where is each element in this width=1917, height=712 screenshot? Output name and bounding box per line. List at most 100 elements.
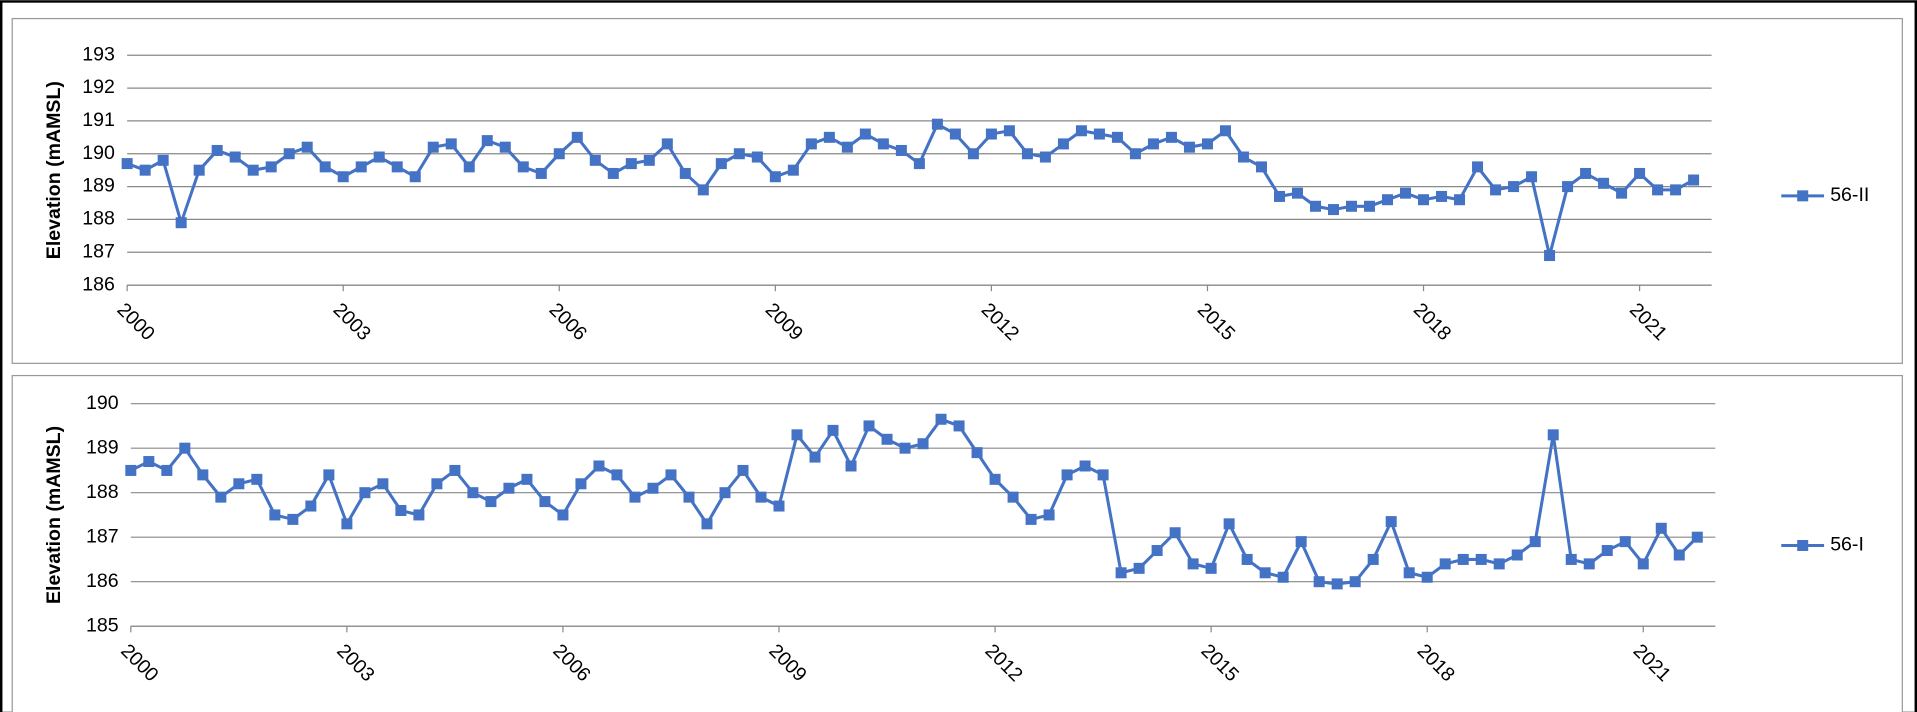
data-point [899, 442, 911, 454]
data-point [823, 131, 835, 143]
data-point [1436, 190, 1448, 202]
data-point [935, 413, 947, 425]
data-point [283, 148, 295, 160]
data-point [679, 167, 691, 179]
series-line [130, 417, 1699, 586]
data-point [697, 184, 709, 196]
data-point [1223, 518, 1235, 530]
y-tick-label: 190 [82, 142, 115, 164]
data-point [985, 128, 997, 140]
data-point [575, 478, 587, 490]
data-point [341, 518, 353, 530]
data-point [395, 504, 407, 516]
y-tick-label: 190 [86, 392, 119, 414]
data-point [1403, 567, 1415, 579]
data-point [1670, 184, 1682, 196]
data-point [1007, 491, 1019, 503]
data-point [1183, 141, 1195, 153]
data-point [1652, 184, 1664, 196]
data-point [1327, 204, 1339, 216]
data-point [301, 141, 313, 153]
y-tick-label: 186 [86, 570, 119, 592]
data-point [1565, 553, 1577, 565]
data-point [1655, 522, 1667, 534]
data-point [1400, 187, 1412, 199]
data-point [1367, 553, 1379, 565]
data-point [355, 161, 367, 173]
data-point [1601, 545, 1613, 557]
data-point [1418, 194, 1430, 206]
data-point [665, 469, 677, 481]
data-point [967, 148, 979, 160]
data-point [895, 144, 907, 156]
data-point [431, 478, 443, 490]
data-point [769, 171, 781, 183]
data-point [1598, 177, 1610, 189]
data-point [1187, 558, 1199, 570]
data-point [157, 154, 169, 166]
data-point [571, 131, 583, 143]
y-axis-label: Elevation (mAMSL) [43, 81, 65, 259]
data-point [589, 154, 601, 166]
data-point [481, 135, 493, 147]
data-point [377, 478, 389, 490]
data-point [827, 424, 839, 436]
data-point [719, 487, 731, 499]
data-point [1115, 567, 1127, 579]
data-point [881, 433, 893, 445]
data-point [1385, 516, 1397, 528]
data-point [913, 158, 925, 170]
y-tick-label: 188 [82, 208, 115, 230]
data-point [629, 491, 641, 503]
data-point [647, 482, 659, 494]
y-tick-label: 193 [82, 43, 115, 65]
data-point [643, 154, 655, 166]
data-point [683, 491, 695, 503]
data-point [1691, 531, 1703, 543]
data-point [1583, 558, 1595, 570]
data-point [661, 138, 673, 150]
data-point [175, 217, 187, 229]
data-point [557, 509, 569, 521]
data-point [233, 478, 245, 490]
data-point [143, 456, 155, 468]
data-point [125, 464, 137, 476]
data-point [305, 500, 317, 512]
data-point [1475, 553, 1487, 565]
data-point [449, 464, 461, 476]
data-point [1295, 536, 1307, 548]
data-point [1151, 545, 1163, 557]
data-point [1025, 513, 1037, 525]
data-point [701, 518, 713, 530]
y-tick-label: 192 [82, 76, 115, 98]
data-point [1219, 125, 1231, 137]
data-point [1205, 562, 1217, 574]
data-point [427, 141, 439, 153]
data-point [787, 164, 799, 176]
data-point [1165, 131, 1177, 143]
data-point [1241, 553, 1253, 565]
data-point [1169, 527, 1181, 539]
data-point [841, 141, 853, 153]
data-point [1111, 131, 1123, 143]
data-point [737, 464, 749, 476]
legend-marker [1797, 539, 1809, 552]
data-point [521, 473, 533, 485]
data-point [1349, 576, 1361, 588]
data-point [1021, 148, 1033, 160]
data-point [751, 151, 763, 163]
data-point [1637, 558, 1649, 570]
data-point [1039, 151, 1051, 163]
y-axis-label: Elevation (mAMSL) [43, 426, 65, 604]
data-point [1075, 125, 1087, 137]
data-point [1472, 161, 1484, 173]
y-tick-label: 191 [82, 109, 115, 131]
data-point [553, 148, 565, 160]
data-point [251, 473, 263, 485]
y-tick-label: 188 [86, 481, 119, 503]
data-point [1043, 509, 1055, 521]
data-point [1673, 549, 1685, 561]
data-point [1309, 200, 1321, 212]
